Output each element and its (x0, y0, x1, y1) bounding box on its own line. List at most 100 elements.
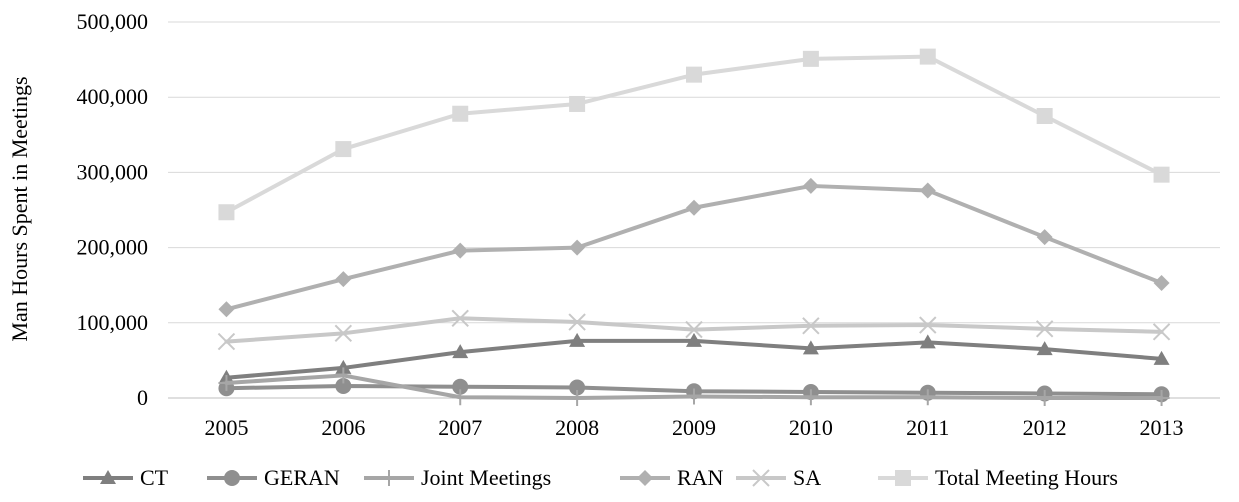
legend-label: GERAN (264, 465, 340, 490)
data-point (1036, 229, 1053, 246)
data-point (452, 242, 469, 259)
data-point (686, 388, 702, 405)
data-point (451, 309, 469, 327)
data-point (335, 367, 352, 384)
y-tick-label: 100,000 (77, 310, 149, 335)
legend-marker (895, 470, 911, 486)
marker-stroke (217, 332, 236, 351)
series-0 (218, 332, 1170, 384)
data-point (569, 95, 586, 112)
legend-item: CT (83, 465, 169, 490)
marker-stroke (685, 320, 703, 339)
legend-marker (381, 470, 397, 486)
legend-label: Joint Meetings (421, 465, 551, 490)
legend-item: SA (736, 465, 821, 490)
marker-stroke (802, 317, 820, 335)
marker-stroke (1152, 323, 1171, 341)
marker-stroke (334, 324, 353, 343)
x-tick-label: 2005 (204, 415, 248, 440)
marker-stroke (568, 313, 586, 331)
y-axis-ticks: 0 100,000 200,000 300,000 400,000 500,000 (77, 9, 149, 410)
data-point (218, 301, 235, 318)
data-point (217, 332, 236, 351)
legend-item: Total Meeting Hours (878, 465, 1118, 490)
data-point (1153, 390, 1170, 406)
legend-marker (752, 469, 770, 487)
data-point (218, 374, 235, 391)
data-point (218, 204, 235, 221)
legend-item: RAN (620, 465, 724, 490)
data-point (569, 332, 586, 347)
data-point (569, 239, 586, 256)
data-point (1152, 323, 1171, 341)
data-point (919, 316, 937, 334)
data-point (802, 340, 819, 355)
series-4 (217, 309, 1171, 351)
y-tick-label: 400,000 (77, 84, 149, 109)
marker-stroke (1035, 320, 1054, 338)
x-tick-label: 2009 (672, 415, 716, 440)
y-tick-label: 200,000 (77, 235, 149, 260)
legend-label: SA (793, 465, 821, 490)
legend-label: RAN (677, 465, 724, 490)
data-point (802, 317, 820, 335)
marker-stroke (451, 309, 469, 327)
x-tick-label: 2007 (438, 415, 482, 440)
data-point (685, 320, 703, 339)
y-tick-label: 0 (137, 385, 148, 410)
data-point (335, 377, 352, 394)
legend-marker (637, 470, 653, 486)
data-point (452, 378, 469, 395)
legend-marker (100, 470, 116, 484)
data-point (686, 199, 702, 216)
data-point (919, 48, 936, 65)
legend-marker (224, 470, 240, 486)
legend-item: Joint Meetings (364, 465, 551, 490)
data-point (335, 271, 352, 288)
data-point (452, 105, 469, 122)
legend-label: Total Meeting Hours (935, 465, 1118, 490)
data-point (686, 332, 702, 347)
data-point (686, 66, 702, 83)
data-point (334, 324, 353, 343)
data-point (1153, 350, 1170, 365)
data-point (802, 177, 819, 194)
x-tick-label: 2012 (1023, 415, 1067, 440)
data-point (452, 344, 469, 359)
legend: CT GERAN Joint Meetings RAN SA Total Meeting … (83, 465, 1118, 490)
legend-item: GERAN (207, 465, 340, 490)
legend-label: CT (140, 465, 169, 490)
x-tick-label: 2011 (906, 415, 949, 440)
x-axis-ticks: 2005 2006 2007 2008 2009 2010 2011 2012 2013 (204, 415, 1183, 440)
y-tick-label: 300,000 (77, 159, 149, 184)
data-point (335, 359, 352, 374)
x-tick-label: 2010 (789, 415, 833, 440)
series-lines (217, 48, 1171, 406)
y-tick-label: 500,000 (77, 9, 149, 34)
data-point (1153, 274, 1170, 291)
data-point (568, 313, 586, 331)
series-5 (218, 48, 1170, 221)
marker-stroke (752, 469, 770, 487)
marker-stroke (919, 316, 937, 334)
data-point (802, 50, 819, 67)
data-point (1036, 390, 1053, 406)
series-3 (218, 177, 1170, 318)
data-point (569, 390, 586, 406)
data-point (1036, 108, 1053, 124)
data-point (919, 334, 936, 349)
data-point (1153, 166, 1170, 183)
x-tick-label: 2013 (1140, 415, 1184, 440)
data-point (335, 141, 352, 158)
x-tick-label: 2008 (555, 415, 599, 440)
data-point (919, 182, 936, 199)
data-point (452, 389, 469, 406)
data-point (569, 379, 586, 396)
data-point (802, 389, 819, 406)
y-axis-title: Man Hours Spent in Meetings (7, 76, 32, 341)
x-tick-label: 2006 (321, 415, 365, 440)
data-point (1035, 320, 1054, 338)
series-2 (218, 367, 1170, 406)
